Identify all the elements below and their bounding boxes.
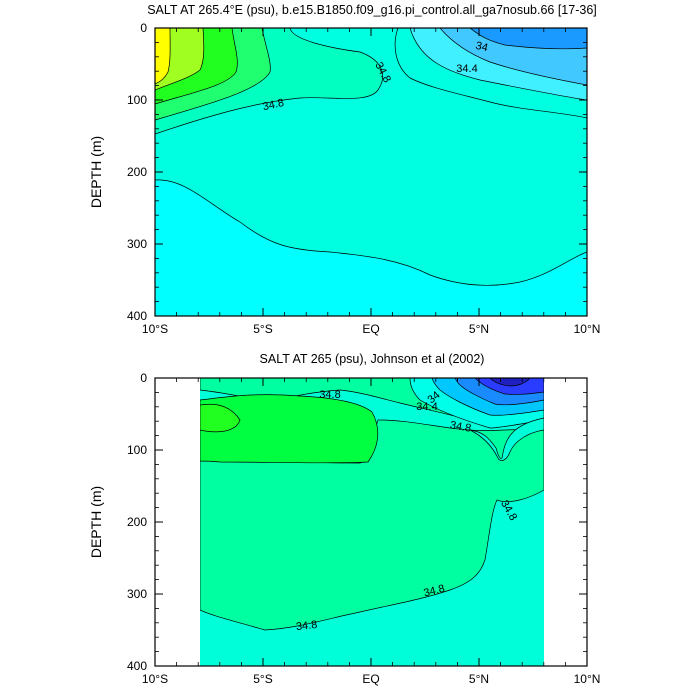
bottom-contour-label-34.8-d: 34.8 — [422, 583, 446, 600]
bottom-x-tick-label: EQ — [362, 672, 379, 686]
bottom-y-tick-label: 300 — [127, 587, 147, 601]
top-contour-label-34.8-b: 34.8 — [262, 97, 285, 113]
bottom-y-tick-label: 0 — [140, 371, 147, 385]
bottom-axes: 10°S 5°S EQ 5°N 10°N 0 100 200 300 400 — [127, 371, 600, 686]
bottom-y-tick-label: 200 — [127, 515, 147, 529]
top-x-tick-label: 10°N — [574, 322, 601, 336]
top-x-tick-label: 5°N — [469, 322, 489, 336]
bottom-contour-label-34.8-a: 34.8 — [319, 389, 340, 401]
top-y-tick-label: 200 — [127, 165, 147, 179]
bottom-panel: SALT AT 265 (psu), Johnson et al (2002) … — [88, 352, 600, 686]
top-x-tick-label: 5°S — [253, 322, 272, 336]
top-y-tick-label: 100 — [127, 93, 147, 107]
bottom-x-tick-label: 5°N — [469, 672, 489, 686]
top-panel-title: SALT AT 265.4°E (psu), b.e15.B1850.f09_g… — [147, 3, 597, 17]
bottom-filled-contours — [200, 378, 544, 666]
bottom-region-fresh-5 — [489, 378, 531, 387]
top-y-tick-label: 400 — [127, 309, 147, 323]
bottom-region-35.0 — [200, 394, 379, 464]
top-region-deep — [155, 179, 587, 316]
top-axes: 10°S 5°S EQ 5°N 10°N 0 100 200 300 400 — [127, 21, 600, 336]
top-panel: SALT AT 265.4°E (psu), b.e15.B1850.f09_g… — [88, 3, 600, 336]
bottom-x-tick-label: 10°S — [142, 672, 168, 686]
bottom-y-tick-label: 400 — [127, 659, 147, 673]
bottom-contour-label-34.8-b: 34.8 — [449, 419, 472, 435]
bottom-contour-label-34.8-e: 34.8 — [295, 619, 318, 633]
bottom-y-tick-label: 100 — [127, 443, 147, 457]
bottom-contour-label-34.4: 34.4 — [416, 401, 437, 413]
top-contour-label-34: 34 — [474, 40, 489, 55]
top-filled-contours — [155, 28, 587, 316]
top-x-tick-label: EQ — [362, 322, 379, 336]
top-y-tick-label: 0 — [140, 21, 147, 35]
bottom-region-35.2 — [200, 403, 241, 433]
bottom-x-tick-label: 5°S — [253, 672, 272, 686]
top-contour-label-34.4: 34.4 — [456, 63, 477, 75]
bottom-region-trough — [469, 417, 544, 461]
bottom-y-axis-label: DEPTH (m) — [88, 486, 104, 558]
bottom-panel-title: SALT AT 265 (psu), Johnson et al (2002) — [260, 352, 485, 366]
top-y-tick-label: 300 — [127, 237, 147, 251]
bottom-x-tick-label: 10°N — [574, 672, 601, 686]
top-x-tick-label: 10°S — [142, 322, 168, 336]
top-y-axis-label: DEPTH (m) — [88, 136, 104, 208]
